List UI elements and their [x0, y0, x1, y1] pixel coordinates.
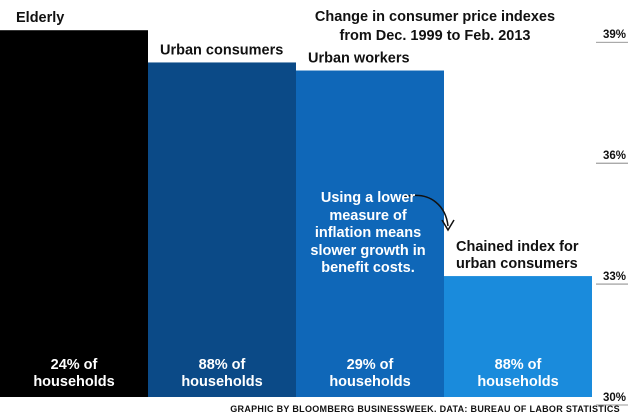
- annotation-line: Using a lower: [320, 190, 416, 206]
- category-label: Urban workers: [308, 51, 410, 67]
- bar-data-label: 29% of: [347, 357, 394, 373]
- category-label: urban consumers: [456, 256, 578, 272]
- bar-data-label: households: [477, 374, 558, 390]
- bars-layer: [0, 30, 592, 398]
- bar: [444, 276, 592, 397]
- y-tick-label: 33%: [603, 271, 626, 283]
- annotation-line: measure of: [329, 207, 407, 224]
- bar: [296, 70, 444, 397]
- annotation-text: Using a lower measure of inflation means…: [296, 190, 440, 278]
- annotation-arrow: [403, 194, 449, 227]
- bar-data-label: 88% of: [495, 357, 542, 373]
- bar: [148, 62, 296, 398]
- bar-data-label: 24% of: [51, 357, 98, 373]
- bar: [0, 30, 148, 397]
- bar-data-label: households: [181, 374, 262, 390]
- chart-title-block: Change in consumer price indexes from De…: [300, 8, 570, 46]
- category-label: Elderly: [16, 10, 64, 26]
- y-tick-label: 39%: [603, 29, 626, 41]
- category-label: Urban consumers: [160, 42, 283, 58]
- annotation-line: benefit costs.: [321, 260, 415, 276]
- bar-data-label: 88% of: [199, 357, 246, 373]
- source-credit: GRAPHIC BY BLOOMBERG BUSINESSWEEK. DATA:…: [230, 404, 620, 414]
- annotation-arrow-head: [441, 219, 455, 232]
- y-tick-label: 36%: [603, 150, 626, 162]
- annotation-line: slower growth in: [310, 242, 426, 259]
- chart-title: Change in consumer price indexes: [314, 9, 556, 25]
- y-tick-label: 30%: [603, 392, 626, 404]
- chart-subtitle: from Dec. 1999 to Feb. 2013: [339, 28, 531, 44]
- category-label: Chained index for: [456, 239, 579, 255]
- bar-data-label: households: [33, 374, 114, 390]
- bar-data-label: households: [329, 374, 410, 390]
- annotation-line: inflation means: [314, 225, 422, 241]
- y-axis: 30% 33% 36% 39%: [596, 29, 628, 406]
